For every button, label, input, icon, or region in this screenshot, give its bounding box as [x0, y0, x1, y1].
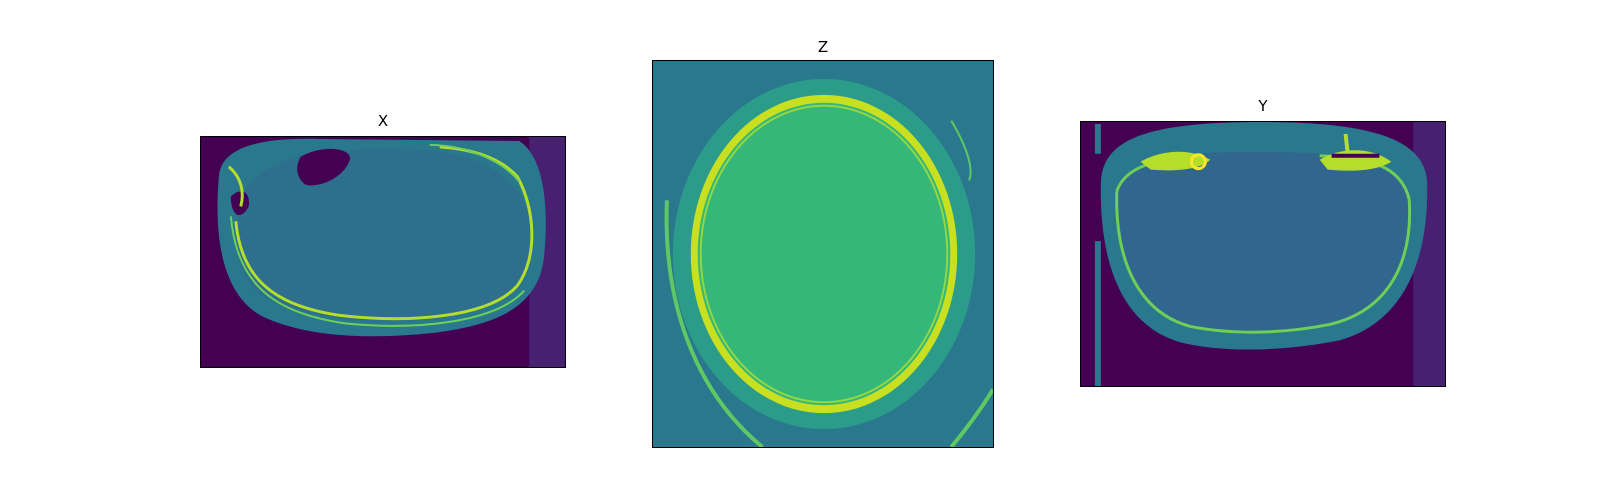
panel-y-image: [1080, 121, 1446, 387]
panel-x-title: X: [377, 112, 389, 130]
panel-z-image: [652, 60, 994, 448]
panel-z-title: Z: [817, 38, 829, 56]
panel-x-image: [200, 136, 566, 368]
panel-z: Z: [652, 34, 994, 450]
panel-y-title: Y: [1258, 97, 1268, 115]
panel-x: X: [200, 108, 566, 372]
panel-y: Y: [1080, 93, 1446, 389]
